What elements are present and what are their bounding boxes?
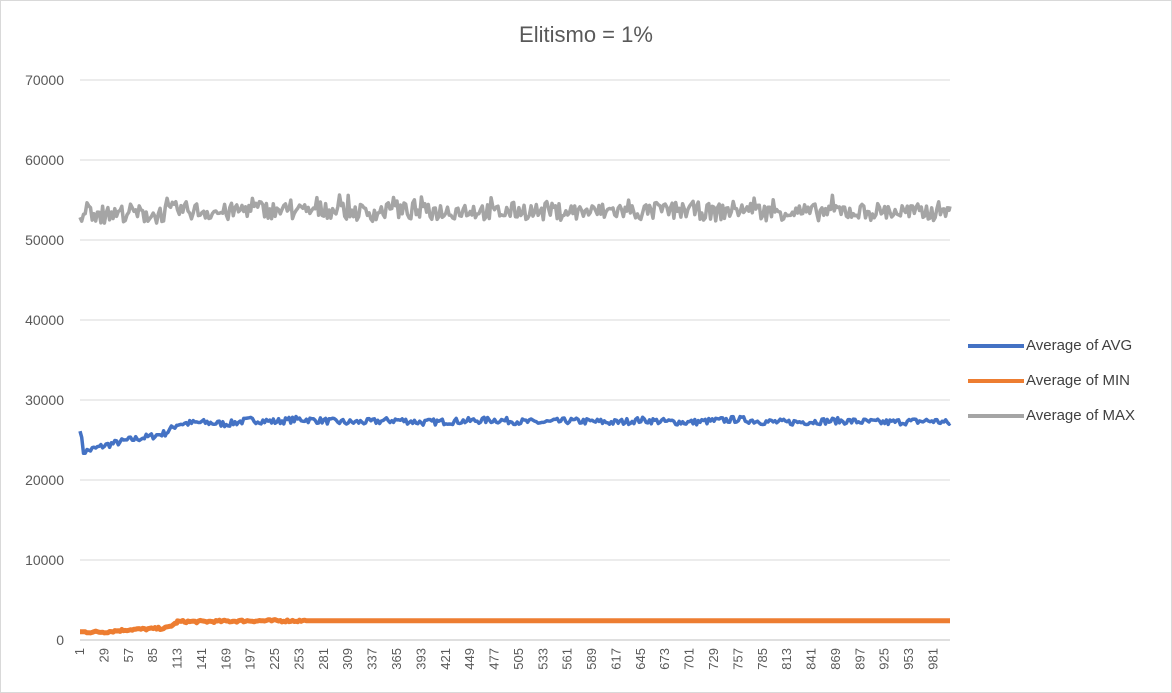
x-tick-label: 85 [145,648,160,662]
y-tick-label: 30000 [25,392,64,408]
x-axis-ticks: 1 29 57 85 113 141 169 197 225 253 281 309 337 365 393… [72,648,940,670]
x-tick-label: 197 [243,648,258,670]
x-tick-label: 309 [340,648,355,670]
y-tick-label: 10000 [25,552,64,568]
y-tick-label: 70000 [25,72,64,88]
x-tick-label: 617 [608,648,623,670]
x-tick-label: 281 [316,648,331,670]
legend-swatch-avg [968,343,1024,348]
x-tick-label: 981 [925,648,940,670]
x-tick-label: 449 [462,648,477,670]
legend-label-avg: Average of AVG [1026,337,1133,354]
x-tick-label: 365 [389,648,404,670]
legend-label-max: Average of MAX [1026,407,1135,424]
y-tick-label: 20000 [25,472,64,488]
x-tick-label: 533 [535,648,550,670]
legend-swatch-max [968,413,1024,418]
y-tick-label: 0 [56,632,64,648]
series-line-min [79,617,952,636]
series-line-avg [78,414,952,456]
x-tick-label: 757 [730,648,745,670]
x-tick-label: 953 [901,648,916,670]
x-tick-label: 897 [852,648,867,670]
x-tick-label: 561 [560,648,575,670]
gridlines [80,79,950,641]
x-tick-label: 645 [633,648,648,670]
x-tick-label: 393 [413,648,428,670]
x-tick-label: 925 [877,648,892,670]
y-tick-label: 50000 [25,232,64,248]
x-tick-label: 29 [96,648,111,662]
x-tick-label: 421 [438,648,453,670]
legend-item-avg: Average of AVG [968,328,1135,363]
series-line-max [78,193,952,225]
x-tick-label: 505 [511,648,526,670]
x-tick-label: 1 [72,648,87,655]
x-tick-label: 337 [365,648,380,670]
chart-title: Elitismo = 1% [519,22,653,47]
legend: Average of AVG Average of MIN Average of… [968,328,1135,433]
x-tick-label: 673 [657,648,672,670]
y-tick-label: 40000 [25,312,64,328]
legend-item-max: Average of MAX [968,398,1135,433]
legend-item-min: Average of MIN [968,363,1135,398]
y-tick-label: 60000 [25,152,64,168]
x-tick-label: 57 [121,648,136,662]
x-tick-label: 785 [755,648,770,670]
x-tick-label: 589 [584,648,599,670]
series-lines [78,193,952,636]
x-tick-label: 869 [828,648,843,670]
legend-swatch-min [968,378,1024,383]
x-tick-label: 729 [706,648,721,670]
y-axis-ticks: 0 10000 20000 30000 40000 50000 60000 70000 [25,72,64,648]
x-tick-label: 477 [487,648,502,670]
x-tick-label: 701 [682,648,697,670]
legend-label-min: Average of MIN [1026,372,1130,389]
x-tick-label: 169 [218,648,233,670]
x-tick-label: 225 [267,648,282,670]
x-tick-label: 113 [170,648,185,669]
x-tick-label: 253 [291,648,306,670]
x-tick-label: 841 [804,648,819,670]
x-tick-label: 813 [779,648,794,670]
x-tick-label: 141 [194,648,209,670]
